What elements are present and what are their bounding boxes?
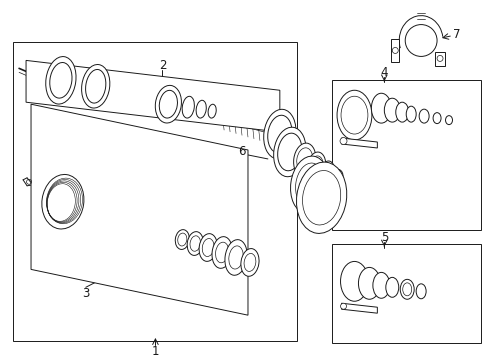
Text: 5: 5 [380,231,387,244]
Ellipse shape [445,116,451,125]
Polygon shape [341,138,377,148]
Ellipse shape [267,115,291,153]
Ellipse shape [293,143,315,177]
Ellipse shape [159,90,177,118]
Ellipse shape [202,238,214,257]
Ellipse shape [358,267,380,299]
Ellipse shape [385,277,398,297]
Ellipse shape [296,162,346,233]
Ellipse shape [46,57,76,104]
Ellipse shape [400,279,413,299]
Ellipse shape [370,93,390,123]
Ellipse shape [402,283,411,296]
Circle shape [405,24,436,57]
Ellipse shape [395,102,408,122]
Ellipse shape [290,156,328,213]
Ellipse shape [215,242,228,263]
Ellipse shape [263,109,295,159]
Text: 2: 2 [158,59,166,72]
Ellipse shape [81,64,110,108]
Ellipse shape [212,237,232,268]
Ellipse shape [199,234,217,261]
Ellipse shape [340,96,367,134]
Ellipse shape [155,85,181,123]
Ellipse shape [224,240,246,275]
Ellipse shape [302,171,340,225]
Ellipse shape [372,273,389,298]
Ellipse shape [175,230,189,249]
Ellipse shape [309,156,323,176]
Text: 7: 7 [452,28,460,41]
Ellipse shape [42,175,84,229]
Ellipse shape [228,246,243,269]
Ellipse shape [340,261,367,301]
Ellipse shape [273,127,305,177]
Ellipse shape [331,170,343,186]
Ellipse shape [277,133,301,171]
Text: 4: 4 [380,66,387,79]
Ellipse shape [415,284,425,299]
Ellipse shape [406,106,415,122]
Ellipse shape [322,164,332,180]
Ellipse shape [50,63,72,98]
Polygon shape [434,53,444,66]
Ellipse shape [333,172,341,184]
Ellipse shape [187,231,203,255]
Ellipse shape [295,163,323,207]
Ellipse shape [336,90,371,140]
Ellipse shape [177,233,186,246]
Ellipse shape [241,248,259,276]
Ellipse shape [296,148,312,172]
Bar [331,80,480,230]
Ellipse shape [190,236,200,251]
Ellipse shape [418,109,428,123]
Text: 6: 6 [238,145,245,158]
Text: 1: 1 [151,345,159,357]
Circle shape [339,138,346,144]
Ellipse shape [244,253,255,271]
Polygon shape [26,60,279,132]
Ellipse shape [182,96,194,118]
Ellipse shape [196,100,206,118]
Ellipse shape [85,69,105,103]
Ellipse shape [432,113,440,123]
Ellipse shape [208,104,216,118]
Polygon shape [390,39,398,62]
Circle shape [340,303,346,309]
Ellipse shape [320,161,334,183]
Ellipse shape [384,98,400,122]
Ellipse shape [307,152,325,180]
Bar [13,42,296,341]
Text: 3: 3 [82,287,89,300]
Bar [331,243,480,343]
Polygon shape [341,303,377,313]
Polygon shape [31,104,247,315]
